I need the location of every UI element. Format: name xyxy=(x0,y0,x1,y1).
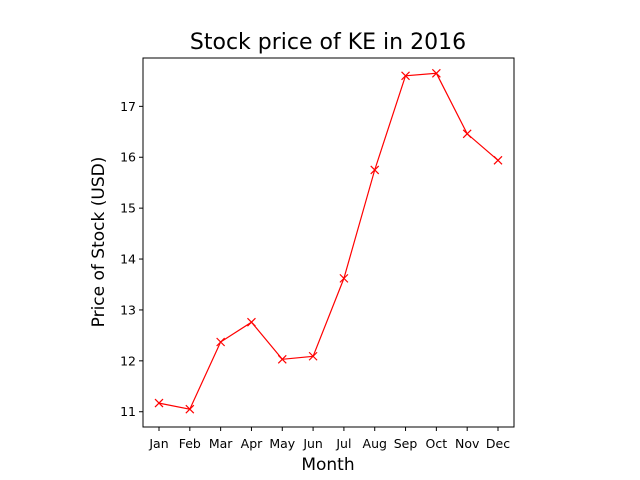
x-tick-label: Dec xyxy=(486,436,510,451)
data-point-marker xyxy=(247,317,256,327)
x-tick-label: Jul xyxy=(335,436,351,451)
data-point-marker xyxy=(493,155,503,165)
y-tick-label: 16 xyxy=(120,150,136,165)
data-point-marker xyxy=(216,337,226,347)
y-axis: 11 12 13 14 15 16 17 xyxy=(120,99,143,419)
y-tick-label: 17 xyxy=(120,99,136,114)
series-markers xyxy=(154,68,503,414)
x-tick-label: Sep xyxy=(394,436,418,451)
x-tick-label: Oct xyxy=(426,436,448,451)
data-point-marker xyxy=(401,71,410,81)
y-axis-label: Price of Stock (USD) xyxy=(89,157,109,328)
plot-area-frame xyxy=(142,57,515,428)
series-line xyxy=(158,72,499,410)
x-tick-label: May xyxy=(269,436,295,451)
y-tick-label: 14 xyxy=(120,252,136,267)
x-tick-label: Apr xyxy=(241,436,263,451)
data-point-marker xyxy=(462,129,472,139)
y-tick-label: 11 xyxy=(120,404,136,419)
data-point-marker xyxy=(339,273,349,283)
data-point-marker xyxy=(308,351,318,361)
x-tick-label: Feb xyxy=(179,436,201,451)
data-point-marker xyxy=(185,404,195,414)
x-tick-label: Jan xyxy=(148,436,168,451)
x-axis: Jan Feb Mar Apr May Jun Jul Aug Sep Oct Nov Dec xyxy=(148,427,510,451)
x-axis-label: Month xyxy=(301,455,354,475)
data-point-marker xyxy=(277,354,287,364)
y-tick-label: 12 xyxy=(120,353,136,368)
chart-title: Stock price of KE in 2016 xyxy=(190,30,466,55)
x-tick-label: Jun xyxy=(302,436,323,451)
x-tick-label: Aug xyxy=(363,436,387,451)
x-tick-label: Mar xyxy=(209,436,233,451)
x-tick-label: Nov xyxy=(455,436,480,451)
y-tick-label: 13 xyxy=(120,302,136,317)
data-point-marker xyxy=(154,398,164,408)
data-point-marker xyxy=(370,165,380,175)
data-point-marker xyxy=(431,68,441,78)
y-tick-label: 15 xyxy=(120,201,136,216)
